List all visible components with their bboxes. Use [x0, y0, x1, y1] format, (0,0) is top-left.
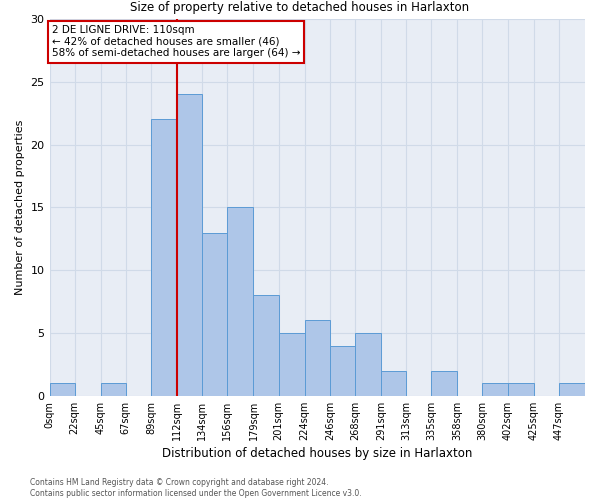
Bar — [508, 384, 534, 396]
Text: Contains HM Land Registry data © Crown copyright and database right 2024.
Contai: Contains HM Land Registry data © Crown c… — [30, 478, 362, 498]
Bar — [355, 333, 381, 396]
Bar — [202, 232, 227, 396]
X-axis label: Distribution of detached houses by size in Harlaxton: Distribution of detached houses by size … — [162, 447, 472, 460]
Bar — [278, 333, 305, 396]
Bar — [101, 384, 126, 396]
Text: 2 DE LIGNE DRIVE: 110sqm
← 42% of detached houses are smaller (46)
58% of semi-d: 2 DE LIGNE DRIVE: 110sqm ← 42% of detach… — [52, 26, 301, 58]
Bar — [177, 94, 202, 396]
Bar — [482, 384, 508, 396]
Text: Size of property relative to detached houses in Harlaxton: Size of property relative to detached ho… — [130, 1, 470, 14]
Bar — [431, 370, 457, 396]
Bar — [559, 384, 585, 396]
Bar — [305, 320, 330, 396]
Bar — [330, 346, 355, 396]
Bar — [50, 384, 74, 396]
Bar — [227, 208, 253, 396]
Bar — [253, 296, 278, 396]
Bar — [381, 370, 406, 396]
Y-axis label: Number of detached properties: Number of detached properties — [15, 120, 25, 295]
Bar — [151, 120, 177, 396]
